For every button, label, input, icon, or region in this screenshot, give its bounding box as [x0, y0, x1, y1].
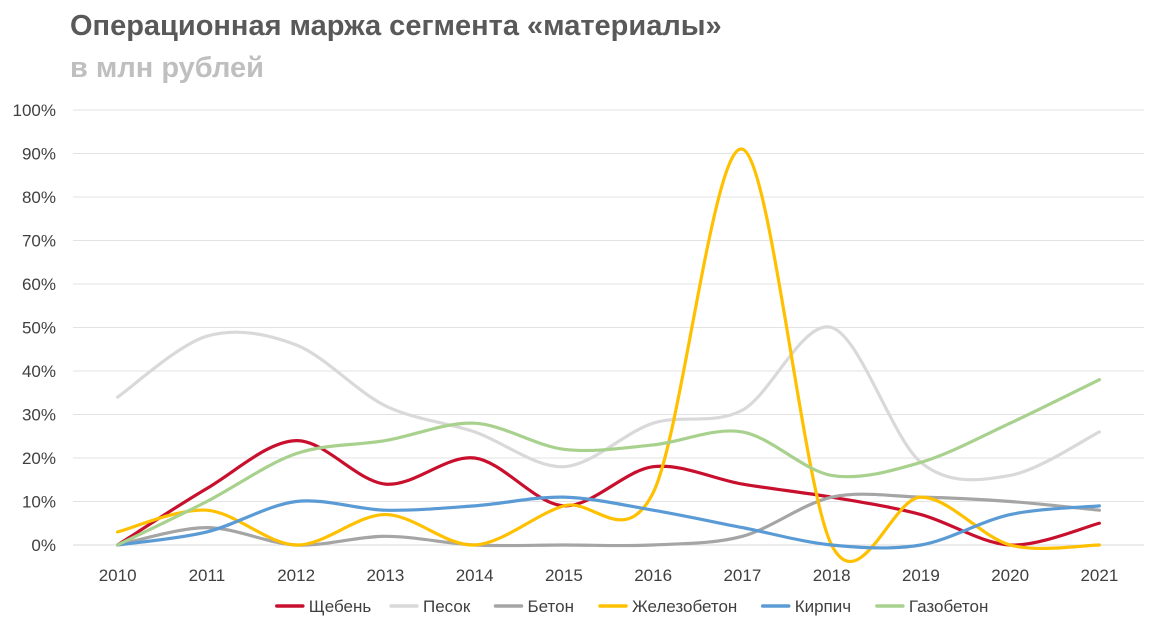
series-lines	[116, 147, 1101, 563]
legend-label: Песок	[423, 597, 471, 616]
y-tick-label: 20%	[22, 449, 56, 468]
x-tick-label: 2019	[902, 566, 940, 585]
x-tick-label: 2017	[723, 566, 761, 585]
legend[interactable]: Щебень Песок Бетон Железобетон Кирпич Газобет…	[275, 597, 989, 616]
y-tick-label: 90%	[22, 145, 56, 164]
y-tick-label: 80%	[22, 188, 56, 207]
y-tick-label: 60%	[22, 275, 56, 294]
x-tick-label: 2020	[991, 566, 1029, 585]
legend-label: Газобетон	[909, 597, 988, 616]
legend-label: Щебень	[309, 597, 372, 616]
legend-label: Бетон	[528, 597, 574, 616]
series-line-железобетон	[116, 147, 1101, 563]
chart-title: Операционная маржа сегмента «материалы»	[70, 10, 722, 42]
x-tick-label: 2011	[189, 566, 226, 585]
series-line-кирпич	[116, 495, 1101, 550]
gridlines	[73, 109, 1144, 546]
y-tick-label: 100%	[13, 101, 56, 120]
chart-subtitle: в млн рублей	[70, 52, 264, 84]
series-line-щебень	[116, 438, 1101, 547]
series-line-газобетон	[116, 378, 1101, 547]
legend-item[interactable]: Железобетон	[598, 597, 737, 616]
y-tick-label: 30%	[22, 406, 56, 425]
legend-item[interactable]: Газобетон	[875, 597, 988, 616]
series-line-песок	[116, 325, 1101, 482]
y-tick-label: 70%	[22, 232, 56, 251]
y-tick-label: 0%	[31, 536, 56, 555]
legend-item[interactable]: Бетон	[493, 597, 574, 616]
y-tick-label: 10%	[22, 493, 56, 512]
x-tick-label: 2021	[1080, 566, 1118, 585]
x-tick-label: 2012	[277, 566, 315, 585]
legend-label: Железобетон	[632, 597, 737, 616]
x-axis: 2010 2011 2012 2013 2014 2015 2016 2017 2018 2019…	[99, 566, 1119, 585]
legend-item[interactable]: Щебень	[275, 597, 372, 616]
x-tick-label: 2014	[456, 566, 494, 585]
y-tick-label: 40%	[22, 362, 56, 381]
y-tick-label: 50%	[22, 319, 56, 338]
legend-item[interactable]: Кирпич	[760, 597, 851, 616]
x-tick-label: 2010	[99, 566, 137, 585]
legend-item[interactable]: Песок	[389, 597, 471, 616]
x-tick-label: 2013	[366, 566, 404, 585]
x-tick-label: 2016	[634, 566, 672, 585]
y-axis: 0% 10% 20% 30% 40% 50% 60% 70% 80% 90% 100%	[13, 101, 56, 555]
legend-label: Кирпич	[795, 597, 851, 616]
x-tick-label: 2018	[813, 566, 851, 585]
x-tick-label: 2015	[545, 566, 583, 585]
